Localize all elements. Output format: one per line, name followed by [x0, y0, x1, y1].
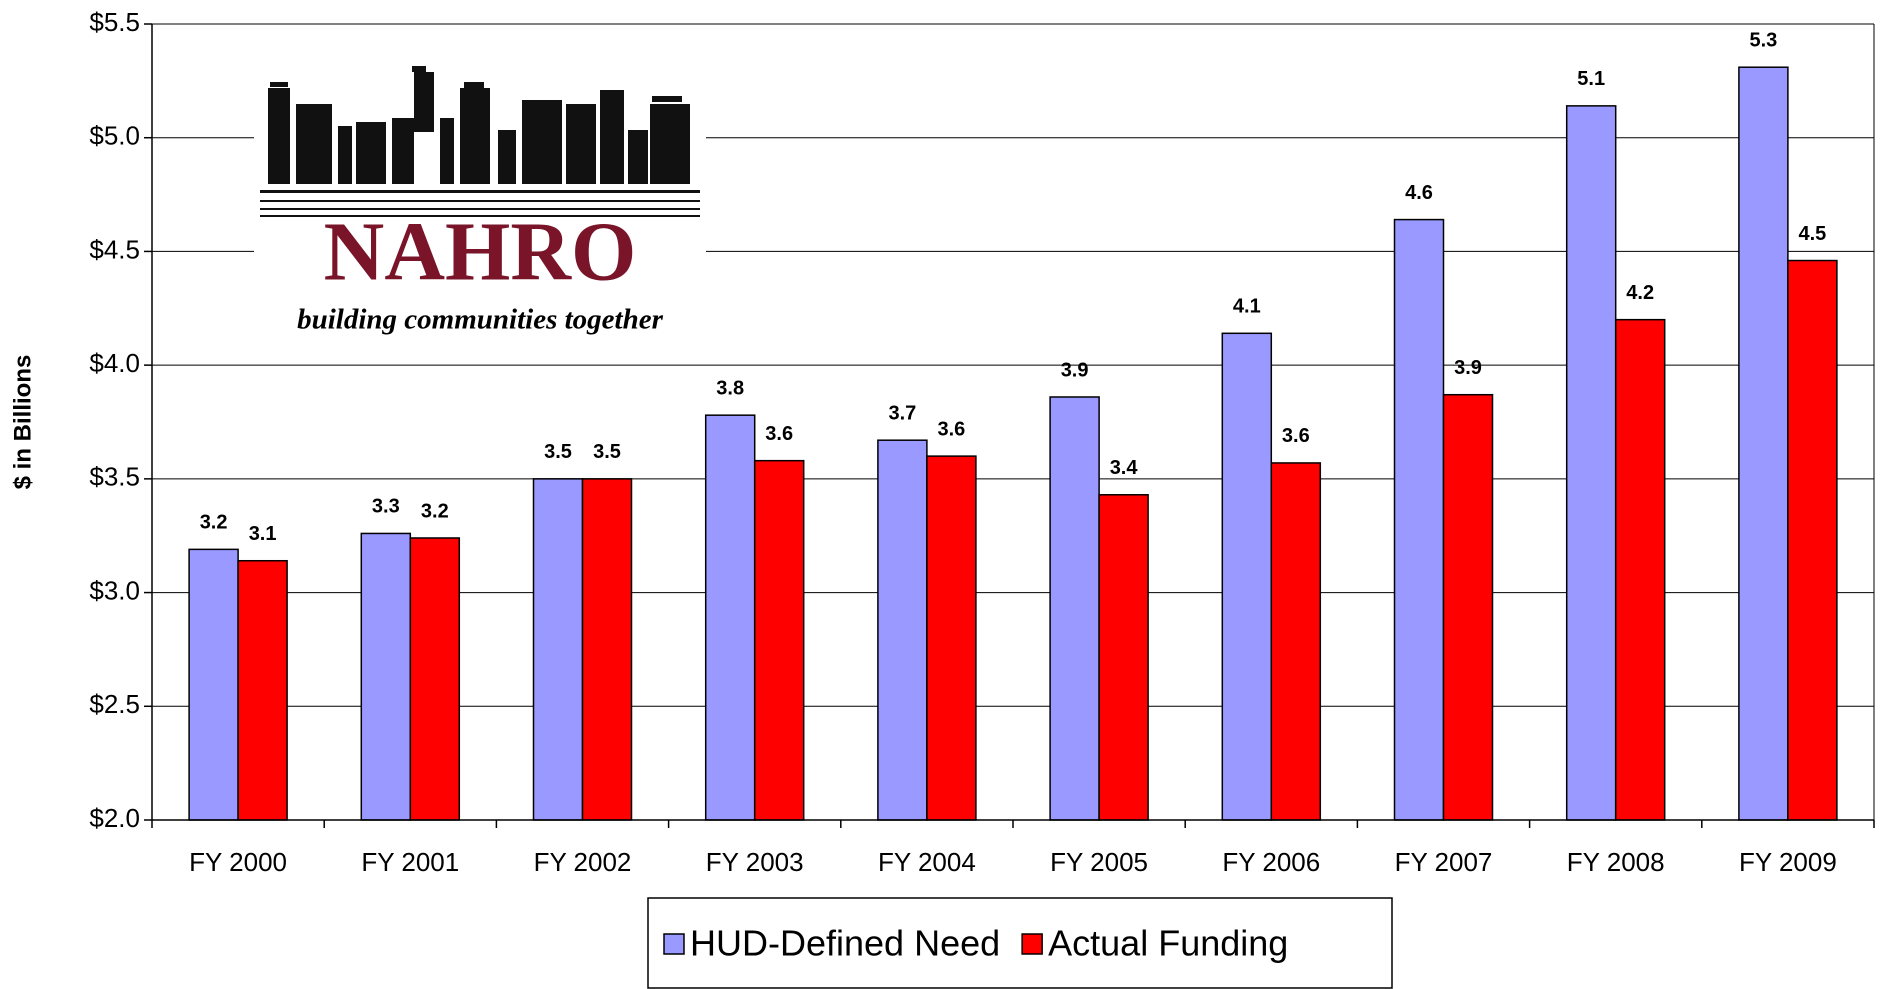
value-label: 5.3 [1749, 29, 1777, 51]
value-label: 4.2 [1626, 282, 1654, 304]
value-label: 3.4 [1110, 457, 1139, 479]
bar [188, 548, 239, 821]
value-label: 4.1 [1233, 296, 1261, 318]
x-tick-label: FY 2006 [1222, 847, 1320, 877]
y-axis-label: $ in Billions [9, 355, 36, 490]
bar [532, 478, 584, 821]
y-tick-label: $3.5 [89, 462, 140, 492]
value-label: 4.6 [1405, 182, 1433, 204]
bar [237, 559, 288, 821]
value-label: 3.7 [888, 402, 916, 424]
value-label: 3.2 [421, 500, 449, 522]
value-label: 3.6 [937, 418, 965, 440]
bar [753, 459, 805, 821]
bar [1049, 396, 1100, 821]
x-tick-label: FY 2003 [706, 847, 804, 877]
legend-swatch [1021, 933, 1043, 955]
legend-label: Actual Funding [1048, 923, 1288, 964]
value-label: 3.9 [1061, 359, 1089, 381]
bar [877, 439, 928, 821]
logo-name: NAHRO [324, 205, 637, 298]
y-tick-label: $5.0 [89, 121, 140, 151]
bar [1442, 393, 1494, 821]
bar [1221, 332, 1273, 821]
bar [1270, 462, 1322, 821]
x-tick-label: FY 2007 [1395, 847, 1493, 877]
y-tick-label: $5.5 [89, 7, 140, 37]
logo-tagline: building communities together [297, 304, 663, 336]
marks: 3.2 3.1 3.3 3.2 3.5 3.5 3.8 3.6 3.7 3.6 3.9 3.4 4.1 3… [188, 29, 1838, 821]
bar [1614, 318, 1666, 821]
value-label: 3.6 [765, 423, 793, 445]
value-label: 4.5 [1798, 223, 1826, 245]
x-tick-label: FY 2000 [189, 847, 287, 877]
value-label: 3.5 [593, 441, 621, 463]
bar [581, 478, 633, 821]
value-label: 3.1 [249, 523, 277, 545]
y-tick-label: $3.0 [89, 575, 140, 605]
legend: HUD-Defined Need Actual Funding [663, 923, 1288, 964]
x-tick-label: FY 2002 [534, 847, 632, 877]
logo: NAHRO building communities together [254, 58, 706, 342]
bar [1098, 494, 1149, 821]
value-label: 3.8 [716, 377, 744, 399]
bar [409, 537, 461, 821]
value-label: 3.6 [1282, 425, 1310, 447]
x-tick-label: FY 2005 [1050, 847, 1148, 877]
legend-box [647, 897, 1393, 989]
value-label: 3.2 [200, 512, 228, 534]
x-tick-label: FY 2004 [878, 847, 976, 877]
bar [1565, 105, 1617, 821]
legend-label: HUD-Defined Need [690, 923, 1000, 964]
x-tick-label: FY 2001 [361, 847, 459, 877]
bar [1787, 259, 1838, 821]
x-tick-label: FY 2008 [1567, 847, 1665, 877]
y-tick-label: $4.5 [89, 234, 140, 264]
y-tick-label: $2.5 [89, 689, 140, 719]
value-label: 3.5 [544, 441, 572, 463]
logo-skyline [260, 66, 700, 217]
bar [704, 414, 756, 821]
bar [360, 532, 412, 821]
value-label: 3.9 [1454, 357, 1482, 379]
legend-swatch [663, 933, 685, 955]
y-tick-label: $4.0 [89, 348, 140, 378]
y-tick-label: $2.0 [89, 803, 140, 833]
bar [926, 455, 977, 821]
axes: $2.0 $2.5 $3.0 $3.5 $4.0 $4.5 $5.0 $5.5 FY 2000 F… [89, 7, 1875, 877]
x-tick-label: FY 2009 [1739, 847, 1837, 877]
value-label: 3.3 [372, 496, 400, 518]
bar [1393, 218, 1445, 821]
value-label: 5.1 [1577, 68, 1605, 90]
bar [1738, 66, 1789, 821]
